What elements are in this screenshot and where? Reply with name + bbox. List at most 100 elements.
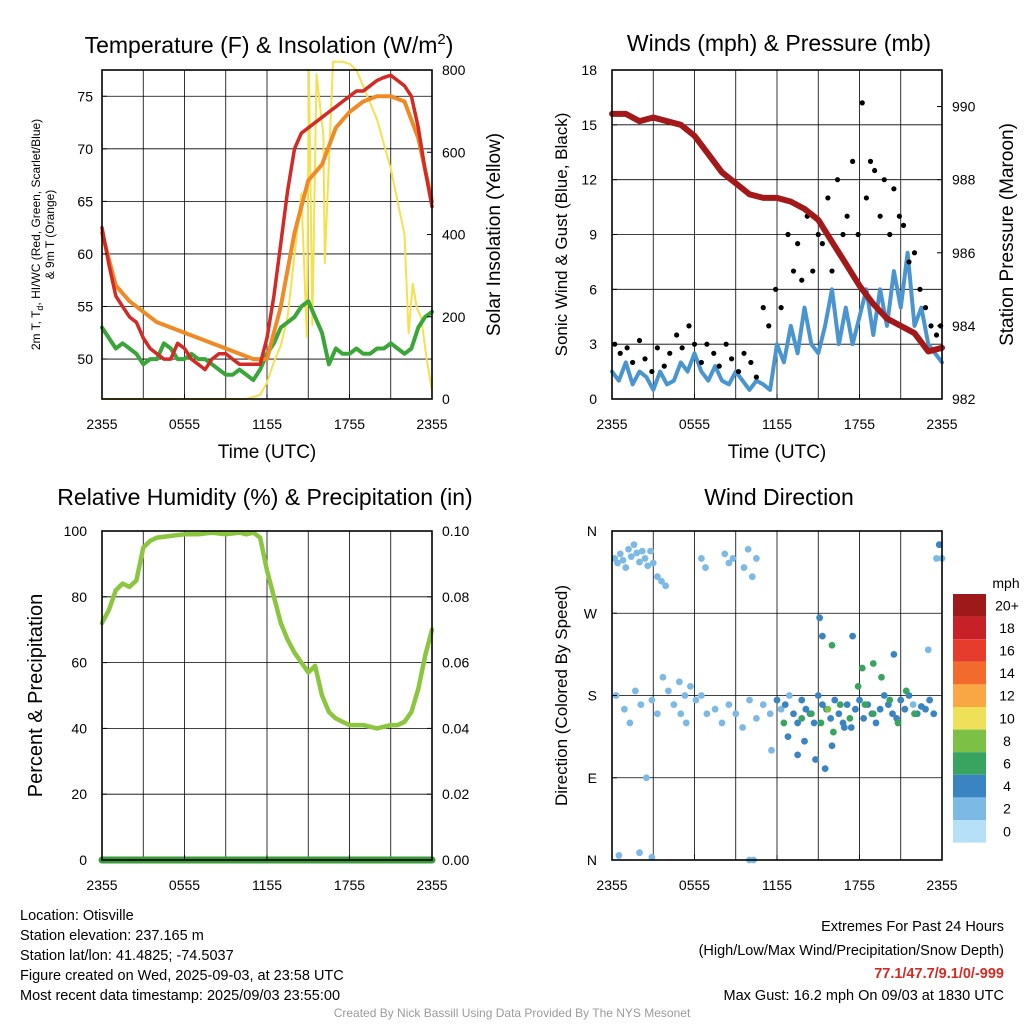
direction-point (827, 714, 835, 722)
gust-point (829, 268, 835, 274)
y-tick-label: 75 (77, 88, 93, 104)
direction-point (810, 719, 818, 727)
gust-point (624, 345, 630, 351)
insolation-y-axis-label-group: Solar Insolation (Yellow) (484, 133, 505, 336)
x-tick-label: 1755 (334, 416, 365, 432)
y-tick-label: 12 (581, 172, 597, 188)
recent-data-text: Most recent data timestamp: 2025/09/03 2… (20, 988, 341, 1004)
direction-point (702, 564, 709, 571)
colorbar-label: 0 (1003, 823, 1011, 839)
direction-point (781, 701, 789, 709)
direction-point (829, 728, 837, 736)
latlon-text: Station lat/lon: 41.4825; -74.5037 (20, 948, 234, 964)
gust-point (679, 345, 685, 351)
gust-point (778, 305, 784, 311)
x-tick-label: 1155 (252, 416, 282, 432)
x-tick-label: 0555 (679, 877, 710, 893)
gust-point (825, 195, 831, 201)
direction-point (846, 714, 854, 722)
direction-point (725, 701, 733, 709)
direction-point (622, 564, 630, 571)
direction-point (840, 724, 848, 731)
direction-point (816, 614, 824, 622)
location-text: Location: Otisville (20, 908, 134, 924)
y-tick-label: 80 (71, 589, 87, 605)
direction-point (847, 724, 855, 731)
y2-tick-label: 0.02 (442, 786, 469, 802)
direction-point (630, 541, 638, 549)
gust-point (906, 259, 912, 265)
direction-point (616, 550, 624, 558)
direction-y-axis-label: Direction (Colored By Speed) (552, 585, 571, 806)
colorbar-swatch (953, 661, 986, 685)
direction-point (739, 724, 747, 731)
direction-point (637, 701, 645, 709)
gust-point (887, 231, 893, 238)
max-gust-text: Max Gust: 16.2 mph On 09/03 at 1830 UTC (723, 988, 1004, 1004)
direction-point (794, 751, 802, 759)
direction-point (615, 852, 623, 859)
direction-point (911, 710, 918, 718)
humidity-y-axis-label-group: Percent & Precipitation (25, 594, 47, 797)
direction-point (664, 687, 672, 695)
temperature-panel: 50 55 60 65 70 75 0 200 400 600 800 2355 0555 1155 175… (29, 31, 505, 463)
x-tick-label: 2355 (416, 877, 447, 893)
gust-point (766, 323, 772, 329)
humidity-y-axis-label: Percent & Precipitation (25, 594, 47, 797)
direction-point (682, 719, 690, 727)
x-tick-label: 2355 (596, 416, 627, 432)
direction-point (880, 692, 888, 699)
x-tick-label: 2355 (596, 877, 627, 893)
colorbar-label: 16 (999, 643, 1015, 659)
colorbar-swatch (953, 729, 986, 753)
temp9m-line (100, 94, 434, 362)
y-label-line-2: & 9m T (Orange) (43, 190, 57, 280)
gust-point (795, 241, 801, 247)
y-tick-label: 100 (64, 523, 88, 539)
gust-point (642, 356, 648, 362)
gust-point (799, 277, 805, 283)
direction-point (889, 710, 896, 718)
gust-point (661, 363, 667, 369)
plot-border (101, 530, 433, 861)
direction-point (869, 710, 877, 718)
humidity-panel: 0 20 40 60 80 100 0.00 0.02 0.04 0.06 0.08 0.10 2355… (25, 484, 473, 893)
pressure-line (609, 110, 945, 355)
direction-point (777, 705, 785, 713)
gust-point (711, 350, 717, 356)
sonic-wind-line (610, 250, 944, 392)
colorbar-label: 20+ (995, 597, 1019, 613)
direction-point (614, 559, 621, 567)
x-tick-label: 0555 (169, 877, 200, 893)
y-tick-label: 40 (71, 720, 87, 736)
direction-point (784, 733, 792, 741)
direction-point (752, 555, 760, 562)
y-tick-label: 0 (79, 852, 87, 868)
x-tick-label: 2355 (86, 877, 117, 893)
direction-point (752, 714, 760, 722)
y2-tick-label: 0.08 (442, 589, 469, 605)
direction-point (836, 701, 844, 709)
y2-tick-label: 600 (442, 144, 466, 160)
direction-point (814, 692, 822, 699)
colorbar-label: 18 (999, 620, 1015, 636)
direction-point (858, 664, 866, 672)
direction-point (909, 701, 917, 709)
y-tick-label: 60 (71, 655, 87, 671)
gust-point (928, 323, 934, 329)
direction-point (831, 696, 839, 704)
gust-point (674, 332, 680, 338)
y-tick-label: 15 (581, 117, 597, 133)
gust-point (649, 368, 655, 375)
y2-tick-label: 800 (442, 62, 466, 78)
direction-point (677, 710, 685, 718)
x-tick-label: 2355 (926, 877, 957, 893)
direction-point (821, 765, 829, 773)
gust-point (850, 158, 856, 164)
x-tick-label: 1155 (762, 877, 792, 893)
gust-point (698, 359, 704, 366)
gust-point (691, 341, 698, 347)
y2-tick-label: 990 (952, 99, 976, 115)
y-tick-label: 70 (77, 141, 93, 157)
direction-point (659, 673, 667, 681)
